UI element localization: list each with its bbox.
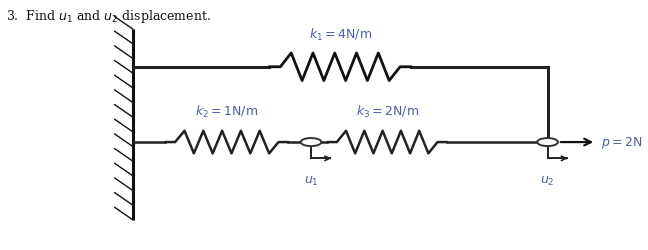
Text: $p = 2\mathrm{N}$: $p = 2\mathrm{N}$ [601,134,643,150]
Text: 3.  Find $u_1$ and $u_2$ displacement.: 3. Find $u_1$ and $u_2$ displacement. [6,8,211,24]
Circle shape [537,138,558,146]
Text: $k_2 = 1\mathrm{N/m}$: $k_2 = 1\mathrm{N/m}$ [195,104,259,120]
Text: $u_2$: $u_2$ [540,174,555,187]
Circle shape [301,138,321,146]
Text: $k_1 = 4\mathrm{N/m}$: $k_1 = 4\mathrm{N/m}$ [308,26,372,42]
Text: $k_3 = 2\mathrm{N/m}$: $k_3 = 2\mathrm{N/m}$ [356,104,419,120]
Text: $u_1$: $u_1$ [304,174,318,187]
